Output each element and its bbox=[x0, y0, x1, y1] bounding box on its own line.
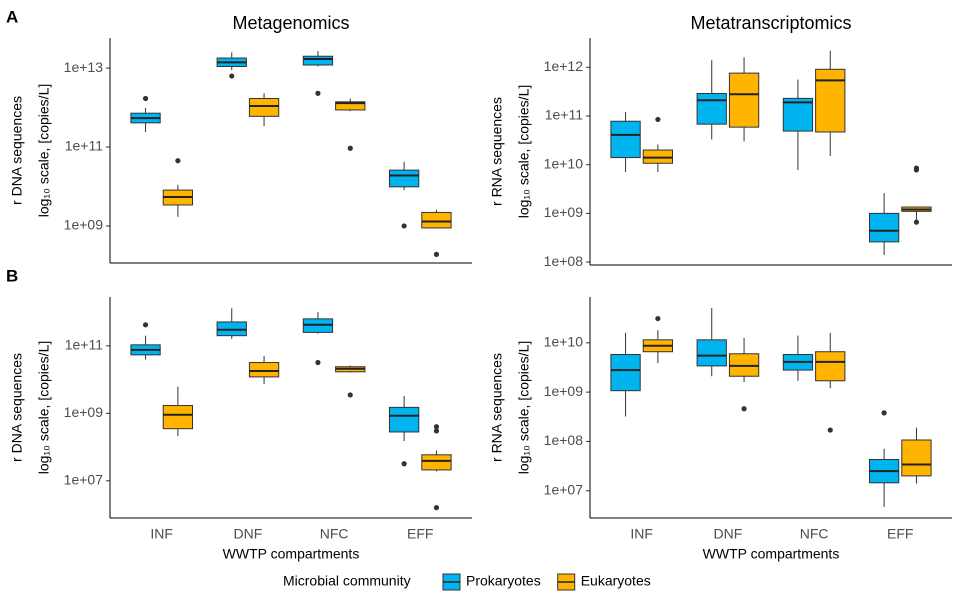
y-tick-label: 1e+11 bbox=[65, 138, 103, 154]
y-tick-label: 1e+07 bbox=[64, 472, 104, 488]
outlier bbox=[433, 428, 440, 434]
x-tick-label: DNF bbox=[234, 526, 263, 542]
outlier bbox=[655, 116, 661, 123]
box bbox=[302, 55, 334, 66]
x-tick-label: INF bbox=[150, 526, 173, 542]
y-axis-label: log₁₀ scale, [copies/L] bbox=[516, 341, 532, 475]
box bbox=[696, 339, 727, 367]
x-tick-label: NFC bbox=[800, 526, 829, 542]
y-tick-label: 1e+11 bbox=[65, 337, 103, 353]
box bbox=[868, 212, 900, 243]
y-tick-label: 1e+13 bbox=[64, 59, 104, 75]
box bbox=[248, 97, 280, 117]
box bbox=[782, 97, 814, 132]
outlier bbox=[433, 424, 440, 430]
box bbox=[388, 406, 420, 433]
outlier bbox=[315, 359, 321, 366]
box bbox=[248, 362, 280, 378]
outlier bbox=[881, 410, 887, 416]
x-tick-label: INF bbox=[630, 526, 653, 542]
box bbox=[162, 405, 194, 430]
x-tick-label: DNF bbox=[714, 526, 743, 542]
x-axis-label: WWTP compartments bbox=[703, 546, 840, 562]
box bbox=[901, 439, 932, 477]
y-tick-label: 1e+09 bbox=[64, 404, 104, 420]
outlier bbox=[827, 427, 833, 433]
outlier bbox=[433, 251, 440, 257]
y-axis-label: log₁₀ scale, [copies/L] bbox=[36, 341, 52, 475]
box bbox=[610, 353, 641, 392]
outlier bbox=[347, 392, 353, 398]
y-axis-label: r RNA sequences bbox=[489, 97, 505, 206]
outlier bbox=[401, 461, 407, 467]
box bbox=[421, 211, 452, 229]
panel-title: Metatranscriptomics bbox=[690, 13, 851, 33]
outlier bbox=[315, 90, 321, 96]
outlier bbox=[142, 95, 149, 102]
legend-label: Eukaryotes bbox=[581, 573, 651, 589]
outlier bbox=[433, 505, 440, 511]
y-tick-label: 1e+10 bbox=[544, 155, 584, 171]
y-tick-label: 1e+09 bbox=[544, 383, 584, 399]
y-tick-label: 1e+08 bbox=[544, 432, 584, 448]
panel-title: Metagenomics bbox=[232, 13, 349, 33]
outlier bbox=[175, 158, 181, 164]
y-tick-label: 1e+12 bbox=[544, 58, 584, 74]
box bbox=[815, 68, 846, 133]
y-tick-label: 1e+08 bbox=[544, 253, 584, 269]
y-axis-label: r DNA sequences bbox=[9, 353, 25, 462]
x-tick-label: EFF bbox=[887, 526, 913, 542]
x-tick-label: NFC bbox=[320, 526, 349, 542]
box bbox=[421, 454, 452, 471]
outlier bbox=[913, 167, 920, 173]
outlier bbox=[142, 322, 149, 328]
outlier bbox=[655, 315, 661, 322]
y-tick-label: 1e+09 bbox=[544, 204, 584, 220]
box bbox=[335, 101, 366, 111]
box bbox=[388, 169, 420, 188]
y-axis-label: log₁₀ scale, [copies/L] bbox=[516, 85, 532, 219]
x-axis-label: WWTP compartments bbox=[223, 546, 360, 562]
legend-title: Microbial community bbox=[283, 573, 411, 589]
outlier bbox=[913, 219, 920, 225]
box bbox=[728, 72, 760, 128]
legend-label: Prokaryotes bbox=[466, 573, 541, 589]
y-tick-label: 1e+11 bbox=[545, 107, 583, 123]
box bbox=[610, 120, 641, 159]
y-axis-label: log₁₀ scale, [copies/L] bbox=[36, 84, 52, 218]
y-axis-label: r RNA sequences bbox=[489, 353, 505, 462]
outlier bbox=[347, 145, 353, 151]
y-axis-label: r DNA sequences bbox=[9, 96, 25, 205]
y-tick-label: 1e+10 bbox=[544, 334, 584, 350]
outlier bbox=[229, 73, 235, 79]
box bbox=[696, 92, 727, 125]
panel-label: A bbox=[6, 7, 18, 26]
outlier bbox=[741, 406, 747, 412]
box bbox=[815, 351, 846, 382]
outlier bbox=[401, 223, 407, 229]
x-tick-label: EFF bbox=[407, 526, 433, 542]
y-tick-label: 1e+09 bbox=[64, 217, 104, 233]
panel-label: B bbox=[6, 266, 18, 285]
y-tick-label: 1e+07 bbox=[544, 481, 584, 497]
